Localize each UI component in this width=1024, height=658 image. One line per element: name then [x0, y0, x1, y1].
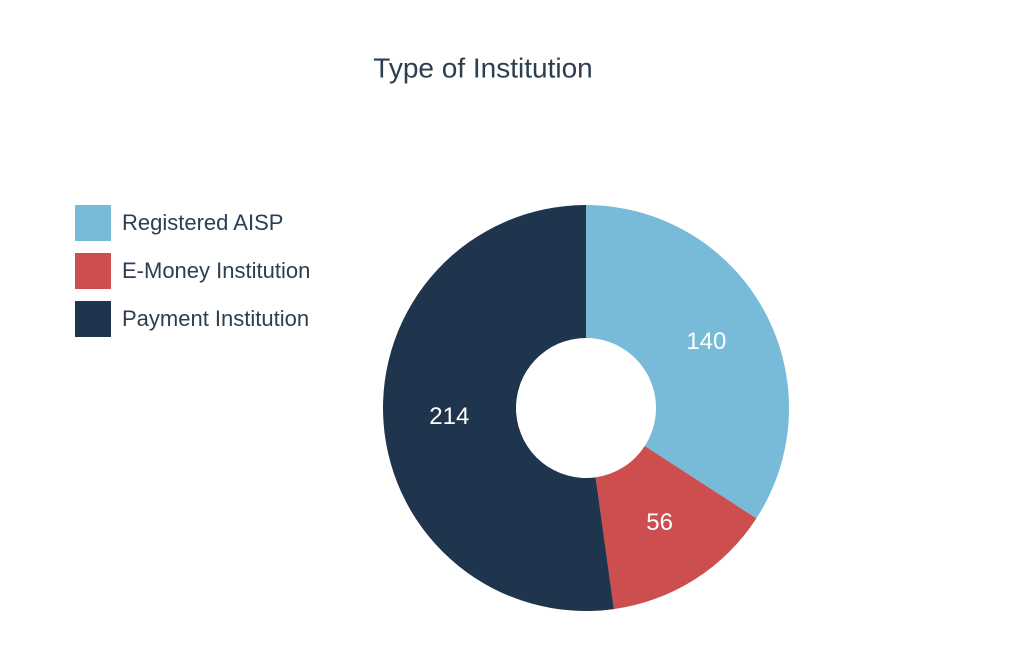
chart-title: Type of Institution — [373, 52, 592, 83]
legend-swatch — [75, 205, 111, 241]
donut-slice — [382, 205, 614, 611]
legend-swatch — [75, 301, 111, 337]
legend-label: Registered AISP — [122, 210, 283, 235]
value-label: 214 — [429, 403, 469, 430]
donut-slice — [586, 205, 789, 519]
value-label: 56 — [646, 509, 673, 536]
value-label: 140 — [686, 328, 726, 355]
donut-slice — [595, 446, 757, 610]
legend-label: E-Money Institution — [122, 258, 310, 283]
legend-label: Payment Institution — [122, 306, 309, 331]
legend-swatch — [75, 253, 111, 289]
